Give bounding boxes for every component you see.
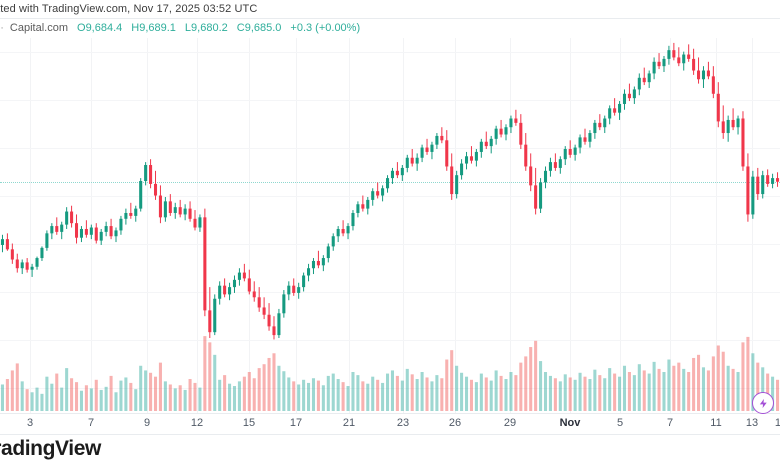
time-axis-tick: 21 (342, 417, 356, 429)
time-axis-tick: 7 (666, 417, 674, 429)
attribution-text: Created with TradingView.com, Nov 17, 20… (0, 3, 258, 15)
time-axis-tick: 29 (503, 417, 517, 429)
gridline-horizontal (0, 244, 780, 245)
time-axis-tick: 16 (774, 417, 780, 429)
open-value: 9,684.4 (85, 22, 123, 34)
time-axis-tick: 23 (396, 417, 410, 429)
time-axis-divider-top (0, 413, 780, 414)
tradingview-watermark: TradingView (0, 437, 101, 460)
gridline-vertical (147, 38, 148, 413)
time-axis-tick: 17 (289, 417, 303, 429)
gridline-vertical (349, 38, 350, 413)
time-axis-tick: 9 (143, 417, 151, 429)
gridline-vertical (670, 38, 671, 413)
time-axis-tick: Nov (559, 417, 581, 429)
high-value: 9,689.1 (139, 22, 176, 34)
gridline-horizontal (0, 340, 780, 341)
time-axis-divider-bottom (0, 434, 780, 435)
open-label: O (77, 22, 86, 34)
chart-plot-area[interactable] (0, 38, 780, 413)
time-axis-tick: 12 (190, 417, 204, 429)
time-axis-tick: 15 (242, 417, 256, 429)
low-label: L (184, 22, 192, 34)
time-axis-tick: 3 (26, 417, 34, 429)
gridline-vertical (30, 38, 31, 413)
ohlc-low: L9,680.2 (185, 22, 228, 34)
gridline-vertical (455, 38, 456, 413)
gridline-vertical (510, 38, 511, 413)
gridline-vertical (752, 38, 753, 413)
legend-separator: · (0, 22, 4, 34)
time-axis-tick: 13 (745, 417, 759, 429)
time-axis[interactable]: 3 7 9 12 15 17 21 23 26 29 Nov 5 7 11 13 16 (0, 414, 780, 434)
time-axis-tick: 11 (710, 417, 722, 429)
current-price-line (0, 181, 780, 183)
time-axis-tick: 7 (87, 417, 95, 429)
gridline-vertical (296, 38, 297, 413)
data-source-label[interactable]: Capital.com (9, 22, 68, 34)
ohlc-close: C9,685.0 (237, 22, 282, 34)
gridline-horizontal (0, 388, 780, 389)
close-label: C (236, 22, 245, 34)
attribution-bar: Created with TradingView.com, Nov 17, 20… (0, 0, 780, 18)
gridline-horizontal (0, 292, 780, 293)
lightning-bolt-icon[interactable] (752, 392, 774, 414)
gridline-horizontal (0, 148, 780, 149)
time-axis-tick: 5 (616, 417, 624, 429)
gridline-horizontal (0, 196, 780, 197)
low-value: 9,680.2 (191, 22, 228, 34)
gridline-vertical (716, 38, 717, 413)
gridline-horizontal (0, 100, 780, 101)
gridline-vertical (197, 38, 198, 413)
gridline-vertical (403, 38, 404, 413)
gridline-vertical (249, 38, 250, 413)
high-label: H (131, 22, 140, 34)
header-divider-top (0, 18, 780, 19)
ohlc-high: H9,689.1 (131, 22, 176, 34)
candlestick-series (0, 42, 780, 411)
chart-legend: 4h · Capital.com O9,684.4 H9,689.1 L9,68… (0, 19, 780, 37)
gridline-vertical (570, 38, 571, 413)
time-axis-tick: 26 (448, 417, 462, 429)
gridline-vertical (620, 38, 621, 413)
gridline-horizontal (0, 52, 780, 53)
change-value: +0.3 (+0.00%) (290, 22, 361, 34)
ohlc-open: O9,684.4 (77, 22, 122, 34)
close-value: 9,685.0 (244, 22, 282, 34)
